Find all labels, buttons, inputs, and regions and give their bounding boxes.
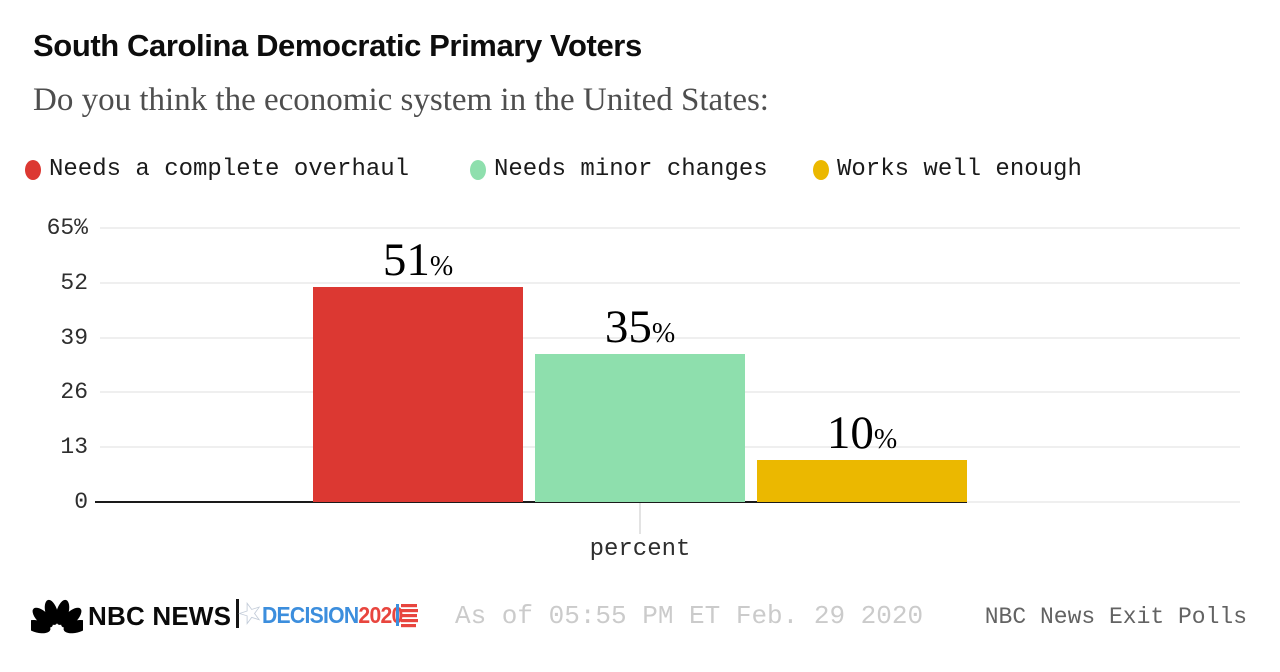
decision-word: DECISION: [262, 602, 359, 628]
legend-label: Needs minor changes: [494, 156, 768, 183]
legend-dot-icon: [25, 159, 41, 180]
zero-baseline: [95, 501, 967, 503]
nbc-peacock-icon: [31, 597, 83, 634]
bar: [535, 354, 745, 502]
bar-value-label: 51%: [313, 234, 523, 286]
flag-icon: [396, 602, 418, 630]
chart-title: South Carolina Democratic Primary Voters: [33, 28, 642, 63]
gridline: [100, 227, 1240, 229]
legend-label: Needs a complete overhaul: [49, 156, 410, 183]
y-tick-label: 65%: [46, 215, 88, 241]
bar-value-number: 35: [604, 301, 652, 353]
bar-value-suffix: %: [651, 318, 676, 349]
bar-value-number: 10: [826, 407, 874, 459]
source-label: NBC News Exit Polls: [984, 604, 1247, 630]
bar-value-suffix: %: [873, 424, 898, 455]
gridline: [100, 337, 1240, 339]
legend-label: Works well enough: [837, 156, 1082, 183]
bar-value-suffix: %: [429, 251, 454, 282]
decision-year: 2020: [358, 602, 403, 628]
y-tick-label: 13: [60, 434, 88, 460]
bar: [313, 287, 523, 502]
y-tick-label: 26: [60, 379, 88, 405]
logo-divider: [236, 599, 239, 628]
legend-item: Needs minor changes: [470, 156, 768, 183]
chart-subtitle: Do you think the economic system in the …: [33, 82, 769, 118]
legend-dot-icon: [813, 159, 829, 180]
x-tick: [639, 503, 641, 534]
nbc-news-logo: NBC NEWS: [88, 601, 232, 631]
y-tick-label: 0: [74, 489, 88, 515]
as-of-timestamp: As of 05:55 PM ET Feb. 29 2020: [455, 601, 924, 631]
bar: [757, 460, 967, 502]
decision-2020-logo: DECISION2020: [262, 602, 403, 629]
y-tick-label: 52: [60, 270, 88, 296]
y-tick-label: 39: [60, 325, 88, 351]
legend-dot-icon: [470, 159, 486, 180]
bar-value-label: 35%: [535, 301, 745, 353]
legend-item: Works well enough: [813, 156, 1082, 183]
legend-item: Needs a complete overhaul: [25, 156, 409, 183]
bar-value-label: 10%: [757, 407, 967, 459]
gridline: [100, 282, 1240, 284]
bar-value-number: 51: [382, 234, 430, 286]
x-axis-label: percent: [589, 536, 691, 563]
